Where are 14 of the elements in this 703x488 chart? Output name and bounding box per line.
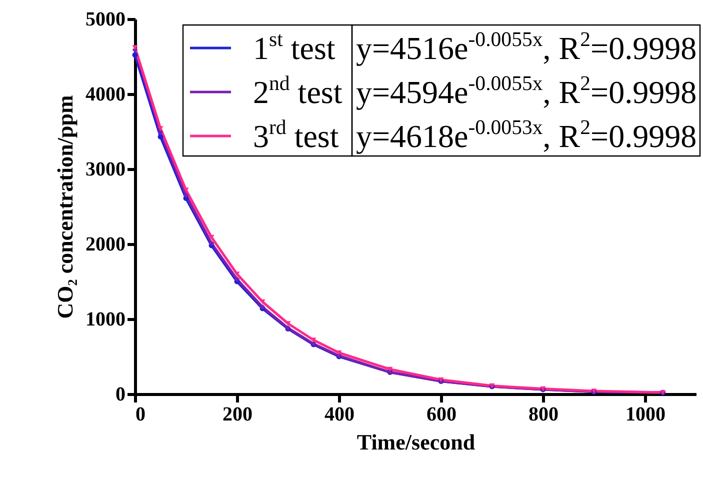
- y-tick-label: 0: [116, 384, 126, 406]
- y-tick-label: 4000: [86, 84, 126, 106]
- y-tick-label: 1000: [86, 308, 126, 330]
- y-tick-label: 2000: [86, 234, 126, 256]
- y-axis-title: CO₂ concentration/ppm: [52, 95, 78, 319]
- x-tick-label: 0: [136, 404, 146, 426]
- x-axis-title: Time/second: [356, 430, 476, 454]
- x-tick-label: 200: [222, 404, 252, 426]
- x-tick-label: 800: [528, 404, 558, 426]
- y-tick-label: 5000: [86, 8, 126, 30]
- y-tick-label: 3000: [86, 158, 126, 180]
- x-tick-label: 400: [324, 404, 354, 426]
- x-tick-label: 1000: [626, 404, 666, 426]
- x-tick-label: 600: [426, 404, 456, 426]
